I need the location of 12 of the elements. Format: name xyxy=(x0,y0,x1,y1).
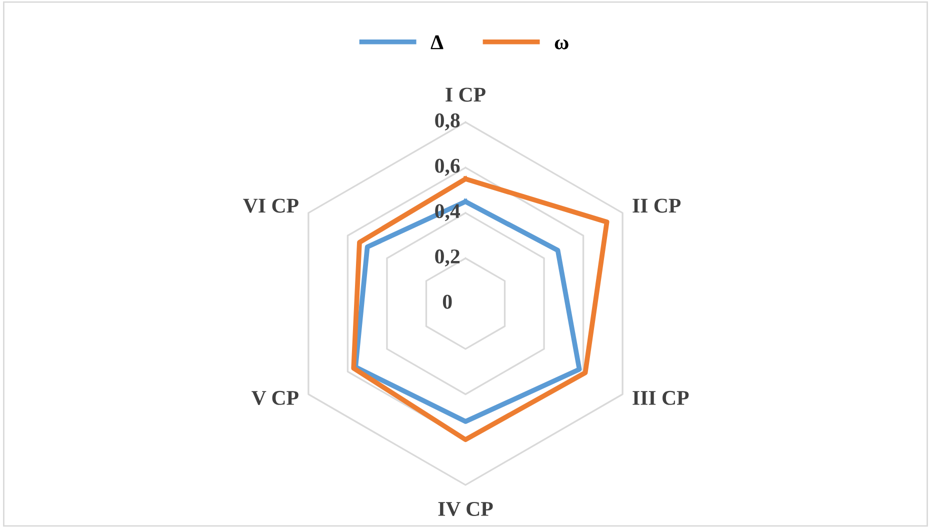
spoke-label: II CP xyxy=(632,198,681,213)
y-tick-label: 0,6 xyxy=(435,158,460,176)
spoke-label: V CP xyxy=(252,390,298,406)
spoke-label: III CP xyxy=(632,390,689,405)
spoke-label: I CP xyxy=(446,88,486,102)
legend-label: ω xyxy=(554,39,568,50)
y-tick-label: 0 xyxy=(442,294,452,309)
spoke-label: VI CP xyxy=(243,198,298,213)
spoke-label: IV CP xyxy=(438,502,493,516)
y-tick-label: 0,8 xyxy=(435,113,460,130)
legend-label: Δ xyxy=(430,35,444,50)
y-tick-label: 0,2 xyxy=(435,249,460,266)
